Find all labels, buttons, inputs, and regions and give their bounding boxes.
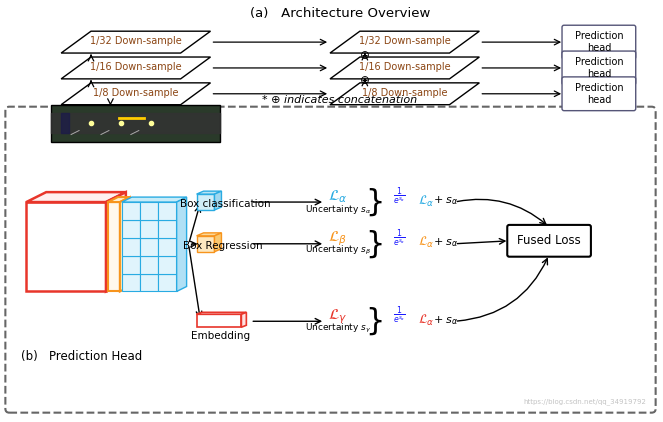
Text: 1/32 Down-sample: 1/32 Down-sample [359,36,451,46]
Text: $\mathcal{L}_{\alpha}$: $\mathcal{L}_{\alpha}$ [418,194,434,208]
Text: Prediction
head: Prediction head [575,31,623,53]
Polygon shape [106,192,126,292]
Polygon shape [215,233,221,252]
Text: Uncertainty $s_{\gamma}$: Uncertainty $s_{\gamma}$ [305,322,371,335]
Text: $\mathcal{L}_{\alpha}$: $\mathcal{L}_{\alpha}$ [418,235,434,250]
Bar [122,202,140,220]
Bar [108,202,120,292]
Text: Uncertainty $s_{\alpha}$: Uncertainty $s_{\alpha}$ [305,203,371,216]
Polygon shape [61,57,211,79]
Polygon shape [108,197,130,202]
Polygon shape [196,233,221,236]
Text: Box Regression: Box Regression [182,241,263,251]
Bar [196,314,241,327]
Polygon shape [196,191,221,194]
Text: 1/16 Down-sample: 1/16 Down-sample [359,62,450,72]
Text: Prediction
head: Prediction head [575,83,623,105]
Text: Fused Loss: Fused Loss [517,234,581,247]
Text: Embedding: Embedding [191,331,250,341]
Bar [140,220,158,238]
Polygon shape [122,197,186,202]
Text: 1/32 Down-sample: 1/32 Down-sample [90,36,182,46]
FancyBboxPatch shape [562,51,636,85]
Text: Box classification: Box classification [180,199,271,209]
Bar [122,273,140,292]
Bar [140,273,158,292]
Text: }: } [365,229,385,258]
Text: (a)   Architecture Overview: (a) Architecture Overview [250,7,430,20]
Polygon shape [27,192,126,202]
FancyBboxPatch shape [507,225,591,257]
Bar [196,236,215,252]
Text: $+\ s_{\alpha}$: $+\ s_{\alpha}$ [432,314,458,327]
Bar [158,238,176,256]
Bar [158,273,176,292]
Text: Uncertainty $s_{\beta}$: Uncertainty $s_{\beta}$ [305,244,371,257]
Text: $\mathcal{L}_{\gamma}$: $\mathcal{L}_{\gamma}$ [328,307,347,326]
Polygon shape [215,191,221,210]
Bar [140,202,158,220]
Text: * ⊕ indicates concatenation: * ⊕ indicates concatenation [263,95,418,105]
Bar [196,194,215,210]
Text: $\frac{1}{e^{s_\alpha}}$: $\frac{1}{e^{s_\alpha}}$ [392,185,406,207]
Text: $+\ s_{\alpha}$: $+\ s_{\alpha}$ [432,195,458,208]
Text: 1/8 Down-sample: 1/8 Down-sample [93,88,178,98]
Text: $\frac{1}{e^{s_\alpha}}$: $\frac{1}{e^{s_\alpha}}$ [392,227,406,249]
Bar [122,238,140,256]
Text: $\oplus$: $\oplus$ [359,74,371,87]
Text: $\mathcal{L}_{\alpha}$: $\mathcal{L}_{\alpha}$ [418,313,434,328]
Polygon shape [330,31,479,53]
Text: Prediction
head: Prediction head [575,57,623,79]
Polygon shape [196,312,247,314]
Polygon shape [241,312,247,327]
Bar [158,256,176,273]
FancyBboxPatch shape [5,107,656,413]
Bar [158,220,176,238]
Bar [140,256,158,273]
Text: }: } [365,307,385,336]
Text: 1/8 Down-sample: 1/8 Down-sample [362,88,448,98]
Text: (b)   Prediction Head: (b) Prediction Head [21,349,143,362]
Polygon shape [120,197,130,292]
Bar [27,202,106,292]
Polygon shape [61,83,211,105]
FancyBboxPatch shape [562,77,636,111]
Text: 1/16 Down-sample: 1/16 Down-sample [90,62,182,72]
Bar [122,256,140,273]
Polygon shape [330,83,479,105]
Text: https://blog.csdn.net/qq_34919792: https://blog.csdn.net/qq_34919792 [524,398,646,405]
Text: $\mathcal{L}_{\alpha}$: $\mathcal{L}_{\alpha}$ [328,189,348,206]
Polygon shape [61,31,211,53]
FancyBboxPatch shape [562,25,636,59]
Polygon shape [176,197,186,292]
Text: $\mathcal{L}_{\beta}$: $\mathcal{L}_{\beta}$ [328,230,347,248]
Bar [122,220,140,238]
Text: }: } [365,187,385,216]
Text: $\oplus$: $\oplus$ [359,49,371,62]
Bar [158,202,176,220]
Text: $+\ s_{\alpha}$: $+\ s_{\alpha}$ [432,236,458,249]
Bar [140,238,158,256]
Polygon shape [330,57,479,79]
Text: $\frac{1}{e^{s_\alpha}}$: $\frac{1}{e^{s_\alpha}}$ [392,304,406,326]
Bar [51,105,221,143]
